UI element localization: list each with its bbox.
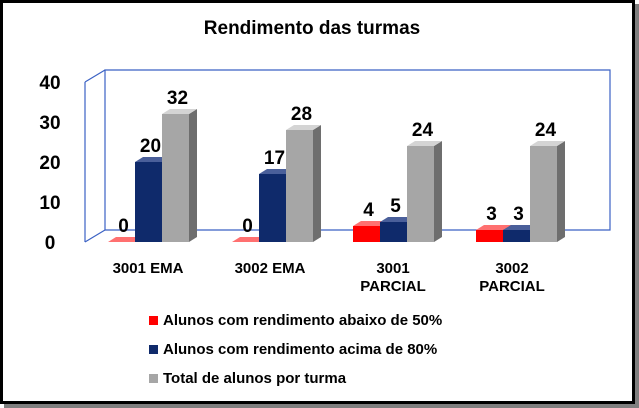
- bar-side: [189, 109, 197, 242]
- legend-label: Total de alunos por turma: [163, 370, 347, 387]
- bar-top: [259, 169, 294, 174]
- data-label: 28: [291, 104, 312, 125]
- legend-item: Alunos com rendimento acima de 80%: [149, 341, 437, 358]
- data-label: 4: [363, 200, 374, 221]
- data-label: 24: [412, 120, 434, 141]
- legend: Alunos com rendimento abaixo de 50% Aluno…: [149, 312, 442, 387]
- data-label: 3: [486, 204, 497, 225]
- bar-front: [503, 230, 530, 242]
- data-label: 3: [513, 204, 524, 225]
- bar-front: [286, 130, 313, 242]
- x-category-label: 3002 EMA: [235, 260, 306, 277]
- bar-top: [135, 157, 170, 162]
- y-tick-label: 20: [39, 153, 60, 174]
- y-tick-label: 10: [39, 193, 60, 214]
- data-label: 5: [390, 196, 401, 217]
- bar-front: [353, 226, 380, 242]
- y-tick-label: 30: [39, 113, 60, 134]
- bar-top: [530, 141, 565, 146]
- bar-side: [434, 141, 442, 242]
- legend-item: Total de alunos por turma: [149, 370, 347, 387]
- data-label: 0: [242, 216, 253, 237]
- data-label: 24: [535, 120, 557, 141]
- bar-side: [557, 141, 565, 242]
- bar-top: [380, 217, 415, 222]
- x-category-label: 3002 PARCIAL: [479, 260, 545, 295]
- bar-front: [162, 114, 189, 242]
- bar-top: [232, 237, 267, 242]
- data-label: 0: [118, 216, 129, 237]
- legend-label: Alunos com rendimento abaixo de 50%: [163, 312, 442, 329]
- bar: [162, 109, 197, 242]
- bar-top: [476, 225, 511, 230]
- plot-floor-edge: [84, 229, 106, 243]
- bar-top: [108, 237, 143, 242]
- y-tick-label: 0: [45, 233, 56, 254]
- bar: [232, 237, 267, 242]
- x-category-label: 3001 EMA: [113, 260, 184, 277]
- data-label: 17: [264, 148, 285, 169]
- plot-area: [84, 69, 611, 243]
- legend-swatch: [149, 374, 158, 383]
- y-tick-label: 40: [39, 73, 60, 94]
- bar-front: [476, 230, 503, 242]
- y-axis-ticks: 0 10 20 30 40: [39, 73, 60, 254]
- bar-front: [530, 146, 557, 242]
- bars: [108, 109, 565, 242]
- bar-front: [380, 222, 407, 242]
- legend-swatch: [149, 345, 158, 354]
- data-labels: 0 0 4 3 20 17 5 3 32 28 24 24: [118, 88, 556, 237]
- bar-top: [407, 141, 442, 146]
- bar-side: [313, 125, 321, 242]
- legend-item: Alunos com rendimento abaixo de 50%: [149, 312, 442, 329]
- bar-front: [259, 174, 286, 242]
- bar-top: [286, 125, 321, 130]
- data-label: 20: [140, 136, 161, 157]
- plot-side-edge: [84, 69, 106, 83]
- x-axis-categories: 3001 EMA 3002 EMA 3001 PARCIAL 3002 PARCIAL: [113, 260, 545, 295]
- bar-top: [503, 225, 538, 230]
- bar: [108, 237, 143, 242]
- bar-top: [162, 109, 197, 114]
- legend-swatch: [149, 316, 158, 325]
- plot-back-wall: [104, 69, 611, 231]
- bar: [530, 141, 565, 242]
- bar-front: [407, 146, 434, 242]
- data-label: 32: [167, 88, 188, 109]
- legend-label: Alunos com rendimento acima de 80%: [163, 341, 437, 358]
- chart-title: Rendimento das turmas: [204, 18, 420, 39]
- bar: [407, 141, 442, 242]
- bar-top: [353, 221, 388, 226]
- bar: [286, 125, 321, 242]
- x-category-label: 3001 PARCIAL: [360, 260, 426, 295]
- bar-front: [135, 162, 162, 242]
